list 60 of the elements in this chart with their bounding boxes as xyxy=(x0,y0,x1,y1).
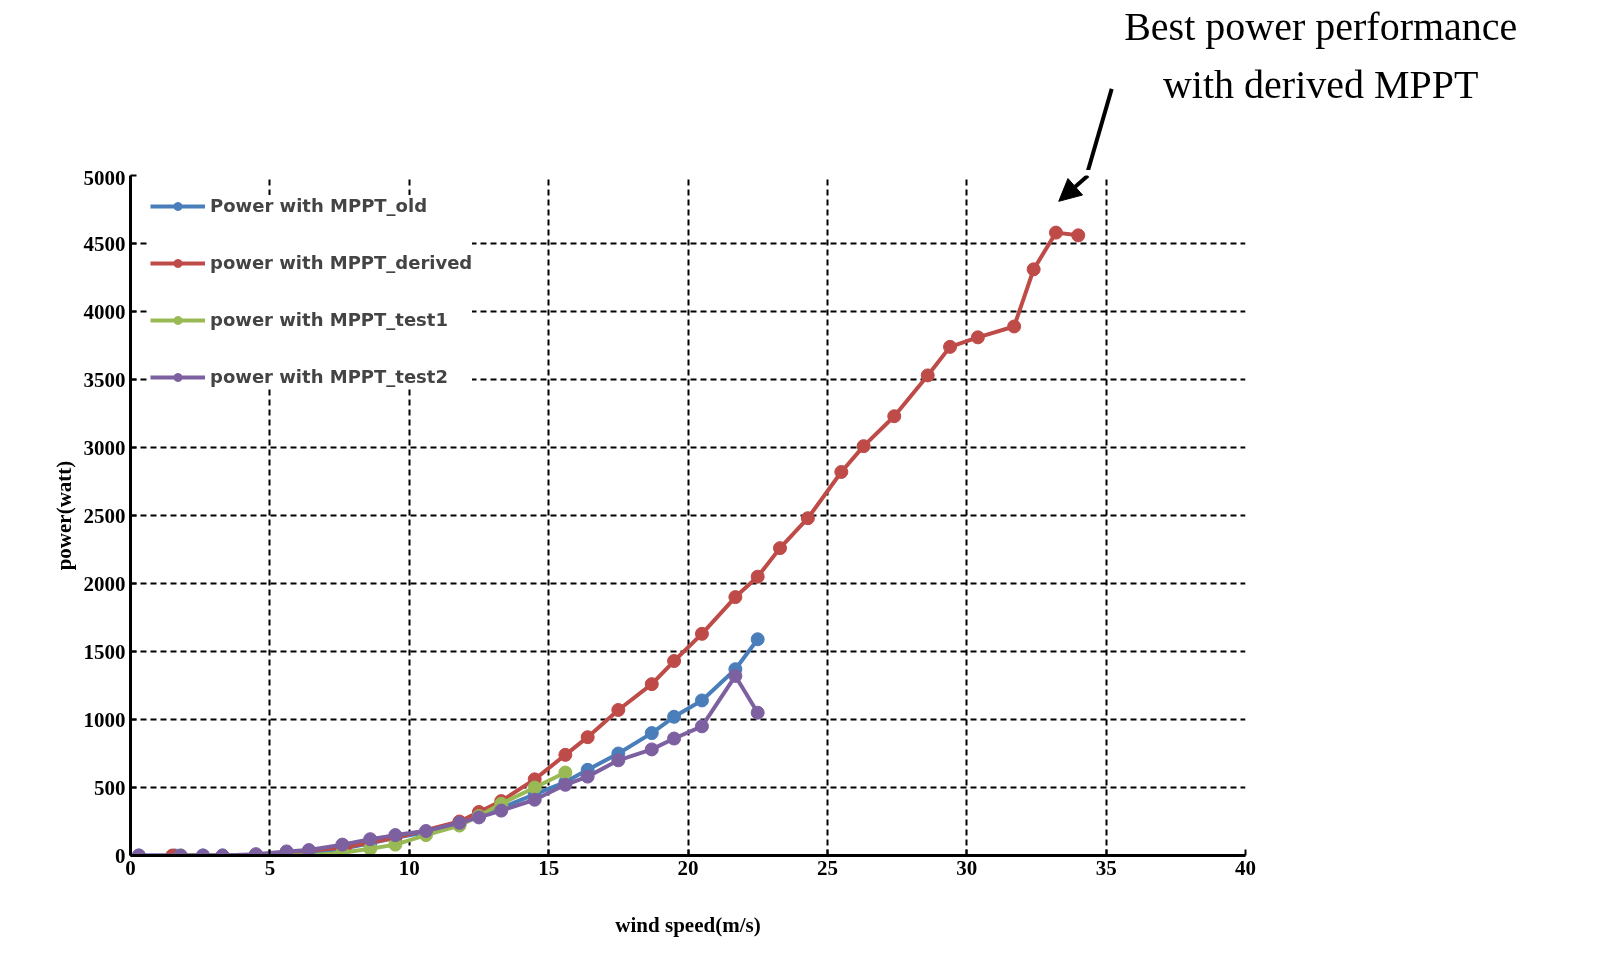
point xyxy=(728,590,743,605)
legend-label: power with MPPT_derived xyxy=(210,252,473,273)
point xyxy=(667,731,682,746)
point xyxy=(363,832,378,847)
point xyxy=(943,339,958,354)
y-tick-label: 2000 xyxy=(83,571,126,596)
y-tick-label: 3000 xyxy=(83,435,126,460)
point xyxy=(694,719,709,734)
point xyxy=(611,753,626,768)
legend-label: Power with MPPT_old xyxy=(210,195,428,216)
point xyxy=(1026,262,1041,277)
point xyxy=(772,541,787,556)
legend-label: power with MPPT_test2 xyxy=(210,366,448,387)
y-tick-label: 4000 xyxy=(83,299,126,324)
point xyxy=(580,769,595,784)
y-tick-label: 4500 xyxy=(83,231,126,256)
point xyxy=(856,439,871,454)
point xyxy=(644,742,659,757)
point xyxy=(558,747,573,762)
point xyxy=(1007,319,1022,334)
point xyxy=(694,693,709,708)
point xyxy=(1071,228,1086,243)
y-axis-title: power(watt) xyxy=(51,460,76,571)
y-tick-label: 3500 xyxy=(83,367,126,392)
point xyxy=(920,368,935,383)
point xyxy=(644,726,659,741)
x-tick-label: 40 xyxy=(1235,855,1256,880)
y-tick-label: 1500 xyxy=(83,639,126,664)
legend-label: power with MPPT_test1 xyxy=(210,309,448,330)
point xyxy=(728,668,743,683)
point xyxy=(611,702,626,717)
text: Best power performance with derived MPPT xyxy=(1124,3,1518,108)
x-tick-label: 10 xyxy=(398,855,420,880)
point xyxy=(580,730,595,745)
point xyxy=(558,765,573,780)
point xyxy=(887,409,902,424)
x-tick-label: 30 xyxy=(956,855,978,880)
point xyxy=(667,709,682,724)
y-tick-label: 2500 xyxy=(83,503,126,528)
point xyxy=(667,654,682,669)
point xyxy=(750,569,765,584)
point xyxy=(694,626,709,641)
point xyxy=(644,677,659,692)
y-tick-label: 1000 xyxy=(83,707,126,732)
x-tick-label: 25 xyxy=(816,855,838,880)
point xyxy=(527,780,542,795)
point xyxy=(970,330,985,345)
point xyxy=(1048,225,1063,240)
point xyxy=(750,632,765,647)
point xyxy=(750,705,765,720)
point xyxy=(800,511,815,526)
x-axis-title: wind speed(m/s) xyxy=(615,912,761,937)
x-tick-label: 5 xyxy=(264,855,276,880)
x-tick-label: 20 xyxy=(677,855,699,880)
y-tick-label: 500 xyxy=(94,775,126,800)
point xyxy=(834,464,849,479)
x-tick-label: 15 xyxy=(538,855,560,880)
x-tick-label: 35 xyxy=(1095,855,1117,880)
point xyxy=(527,792,542,807)
y-tick-label: 5000 xyxy=(83,165,126,190)
